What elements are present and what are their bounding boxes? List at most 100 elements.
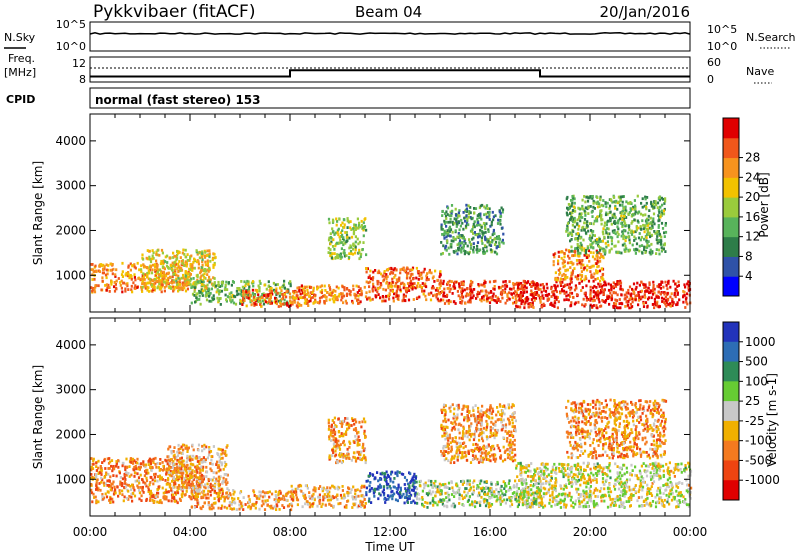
power-cell-11-107: [604, 241, 607, 245]
power-cell-11-534: [597, 240, 600, 244]
power-cell-4-124: [310, 285, 313, 289]
power-cell-7-100: [477, 223, 480, 227]
power-cell-5-22: [334, 244, 337, 248]
power-cell-2-195: [225, 298, 228, 301]
power-cell-11-318: [566, 224, 569, 228]
power-cell-7-91: [463, 252, 466, 256]
velocity-cell-2-88: [253, 494, 256, 497]
power-cell-4-117: [358, 289, 361, 292]
velocity-cell-1-151: [198, 471, 201, 475]
power-cell-8-193: [486, 294, 489, 298]
power-cell-8-175: [450, 280, 453, 283]
power-cell-9-376: [540, 296, 543, 300]
velocity-cell-2-100: [231, 500, 234, 504]
power-cell-11-419: [609, 235, 612, 239]
power-cell-8-92: [459, 301, 462, 304]
power-cell-9-410: [632, 291, 636, 294]
power-cell-7-196: [451, 220, 454, 224]
power-cell-11-627: [620, 212, 623, 215]
velocity-cell-0-305: [118, 489, 121, 492]
power-cell-11-66: [611, 216, 614, 220]
velocity-cell-1-129: [214, 480, 217, 483]
velocity-cell-0-72: [95, 461, 98, 465]
power-cell-7-171: [441, 233, 444, 236]
velocity-cell-0-267: [136, 457, 139, 461]
power-cell-9-149: [684, 285, 687, 289]
velocity-cell-1-176: [226, 444, 229, 447]
power-cell-11-500: [586, 199, 590, 203]
velocity-cell-0-304: [112, 492, 116, 496]
power-cell-6-0: [423, 267, 426, 271]
power-cell-10-129: [566, 268, 569, 272]
power-cell-11-638: [635, 247, 638, 251]
velocity-cell-2-145: [252, 489, 255, 493]
power-cell-6-171: [377, 293, 380, 296]
power-cell-1-205: [193, 258, 196, 262]
velocity-cell-0-213: [102, 481, 105, 485]
power-cell-9-212: [593, 299, 596, 302]
power-cell-11-129: [602, 199, 605, 202]
power-cell-10-63: [552, 263, 555, 267]
freq-trace: [90, 69, 690, 78]
power-cell-1-187: [191, 263, 194, 267]
power-cell-3-93: [260, 305, 263, 308]
power-cell-7-322: [467, 223, 470, 227]
power-cell-3-90: [281, 297, 285, 300]
power-cell-9-135: [637, 293, 640, 297]
velocity-cell-1-99: [166, 482, 169, 486]
velocity-cell-0-397: [201, 465, 204, 469]
power-cell-7-123: [470, 230, 473, 233]
power-cell-3-101: [254, 298, 257, 302]
velocity-cell-0-134: [143, 464, 146, 468]
power-cell-3-23: [255, 289, 259, 292]
power-cell-5-129: [329, 236, 332, 239]
power-cell-2-199: [198, 298, 201, 301]
velocity-cell-2-184: [260, 490, 263, 494]
power-cell-7-190: [465, 222, 469, 225]
power-cell-8-172: [493, 287, 496, 291]
nave-label: Nave: [746, 65, 774, 78]
power-cell-7-288: [445, 220, 448, 224]
power-cell-0-238: [104, 273, 108, 277]
power-cell-6-2: [402, 293, 405, 297]
power-cell-7-270: [477, 235, 480, 239]
power-cell-9-390: [608, 295, 611, 298]
power-cell-7-177: [470, 217, 473, 221]
velocity-cell-0-112: [103, 459, 106, 463]
power-cell-11-578: [656, 201, 660, 205]
power-cell-11-568: [608, 250, 611, 254]
power-cell-11-420: [610, 239, 613, 242]
velocity-cell-2-193: [239, 491, 242, 495]
velocity-cell-1-165: [207, 485, 210, 489]
power-cell-6-71: [425, 274, 428, 278]
power-cell-7-62: [450, 239, 453, 243]
velocity-cell-0-100: [97, 466, 100, 470]
velocity-cell-2-158: [237, 497, 240, 500]
power-cell-11-452: [596, 200, 599, 204]
power-cell-7-290: [467, 252, 470, 256]
power-cell-1-132: [161, 251, 164, 255]
power-cell-7-158: [466, 217, 469, 221]
velocity-cell-2-170: [247, 505, 250, 509]
power-cell-3-22: [275, 298, 278, 302]
nsky-label: N.Sky: [4, 31, 36, 44]
power-cell-6-139: [410, 272, 413, 276]
power-cell-9-458: [517, 286, 520, 290]
power-cell-8-102: [473, 288, 476, 291]
power-cell-10-11: [574, 275, 577, 279]
power-cell-8-116: [453, 286, 457, 290]
velocity-cell-2-39: [231, 496, 234, 500]
power-cell-9-448: [550, 301, 553, 305]
velocity-cell-1-54: [212, 471, 215, 474]
power-cell-1-247: [153, 285, 156, 289]
power-cell-1-186: [201, 269, 204, 272]
velocity-cell-0-279: [121, 461, 124, 465]
power-cell-8-111: [488, 301, 492, 305]
power-cell-0-61: [133, 273, 136, 277]
velocity-cell-0-490: [142, 491, 145, 494]
power-cell-7-35: [474, 233, 477, 236]
power-cell-9-369: [667, 281, 670, 284]
power-cell-11-76: [656, 235, 659, 238]
power-cell-9-28: [567, 298, 570, 302]
velocity-cell-3-160: [351, 495, 354, 499]
